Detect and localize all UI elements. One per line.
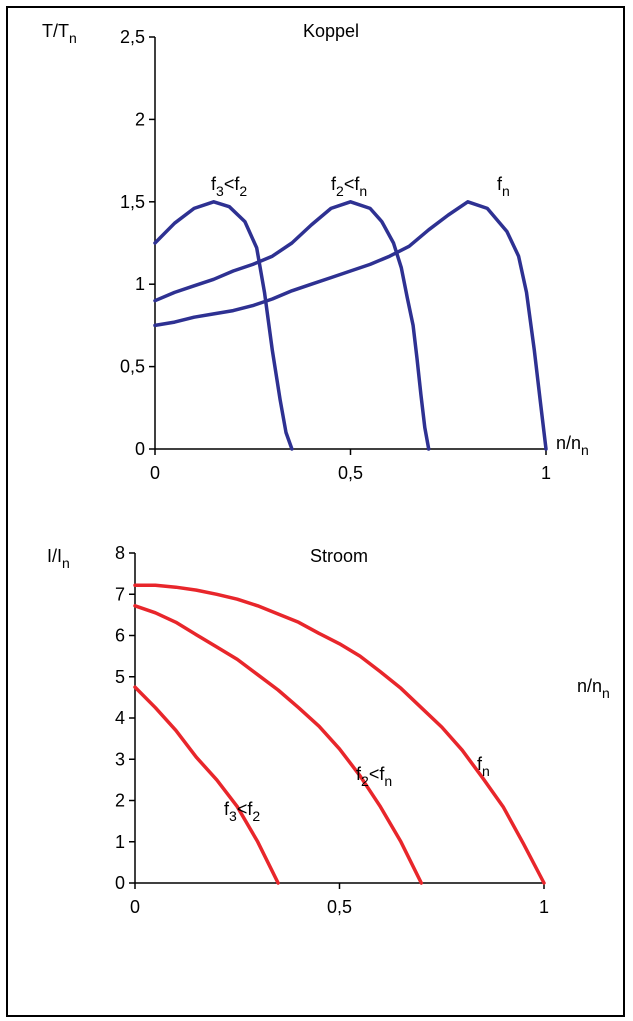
series-label-f3-f2: f3<f2	[211, 174, 247, 199]
axes	[129, 552, 545, 889]
series-label-f3-f2: f3<f2	[224, 799, 260, 824]
x-tick-label: 0	[150, 463, 160, 483]
y-tick-label: 8	[115, 543, 125, 563]
y-tick-label: 2	[135, 109, 145, 129]
series-line-0	[153, 200, 294, 451]
series-label-f2-fn: f2<fn	[356, 764, 392, 789]
series-line-2	[133, 583, 546, 885]
y-tick-label: 1	[115, 832, 125, 852]
axes	[149, 36, 547, 455]
y-axis-label: T/Tn	[42, 21, 77, 46]
x-axis-label: n/nn	[556, 433, 589, 458]
y-tick-label: 3	[115, 749, 125, 769]
x-tick-label: 0	[130, 897, 140, 917]
y-tick-label: 0,5	[120, 357, 145, 377]
x-tick-label: 1	[541, 463, 551, 483]
chart-title: Koppel	[303, 21, 359, 41]
current-chart: Stroom I/In n/nn 0 1 2 3 4 5 6 7 8 0 0,5 1 f3<f2 f2…	[47, 543, 610, 917]
series-label-fn: fn	[477, 754, 490, 779]
series-label-f2-fn: f2<fn	[331, 174, 367, 199]
figure-frame	[6, 6, 625, 1017]
y-tick-label: 1	[135, 274, 145, 294]
series-line-1	[133, 604, 424, 885]
series-lines	[153, 200, 548, 451]
x-tick-label: 1	[539, 897, 549, 917]
y-tick-label: 2	[115, 791, 125, 811]
x-tick-label: 0,5	[338, 463, 363, 483]
y-tick-label: 2,5	[120, 27, 145, 47]
y-tick-label: 6	[115, 626, 125, 646]
series-line-1	[153, 200, 431, 451]
chart-title: Stroom	[310, 546, 368, 566]
y-tick-label: 4	[115, 708, 125, 728]
y-tick-label: 1,5	[120, 192, 145, 212]
y-tick-label: 7	[115, 584, 125, 604]
torque-chart: Koppel T/Tn n/nn 0 0,5 1 1,5 2 2,5 0 0,5 1 f3<f2…	[42, 21, 589, 483]
series-label-fn: fn	[497, 174, 510, 199]
series-line-2	[153, 200, 548, 451]
y-tick-label: 0	[115, 873, 125, 893]
y-tick-label: 5	[115, 667, 125, 687]
x-tick-label: 0,5	[327, 897, 352, 917]
tick-labels: 0 0,5 1 1,5 2 2,5 0 0,5 1	[120, 27, 551, 483]
series-lines	[133, 583, 546, 885]
tick-labels: 0 1 2 3 4 5 6 7 8 0 0,5 1	[115, 543, 549, 917]
series-line-0	[133, 685, 280, 885]
x-axis-label: n/nn	[577, 676, 610, 701]
y-tick-label: 0	[135, 439, 145, 459]
y-axis-label: I/In	[47, 546, 70, 571]
